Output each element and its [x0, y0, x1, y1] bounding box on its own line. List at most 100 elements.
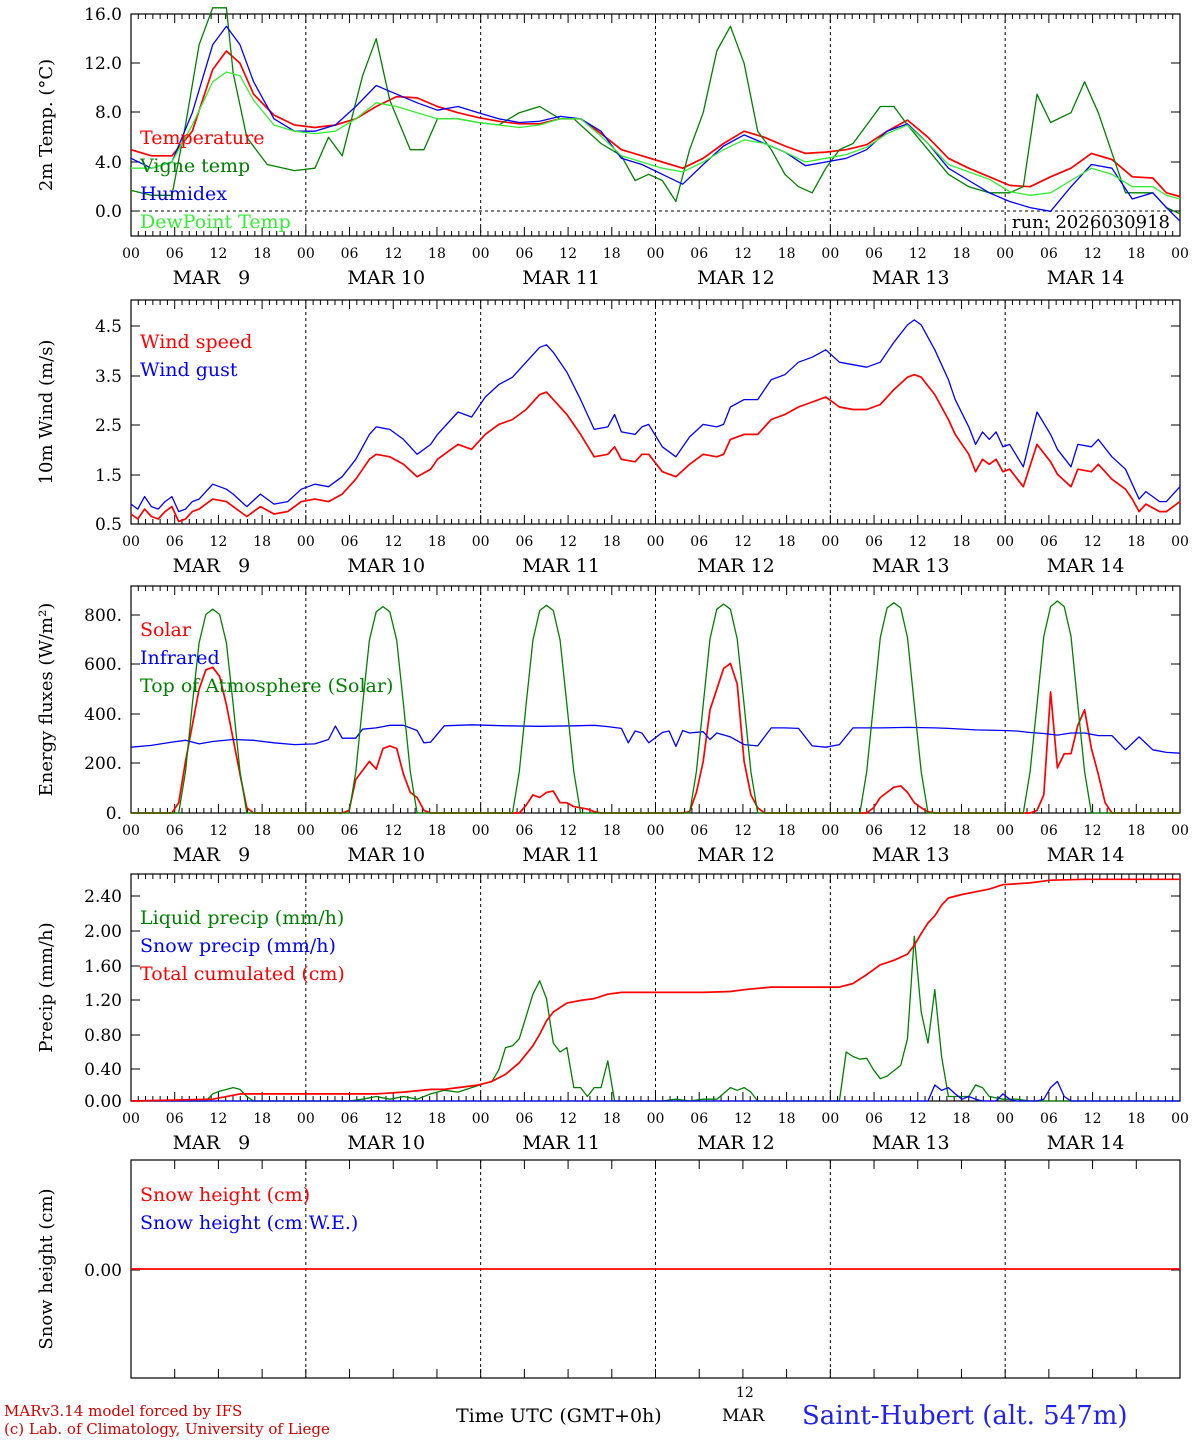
x-tick-label: 00	[647, 246, 665, 262]
x-tick-label: 06	[690, 246, 708, 262]
x-tick-label: 12	[909, 534, 927, 550]
x-tick-label: 18	[428, 823, 446, 839]
x-tick-label: 00	[647, 1111, 665, 1127]
x-tick-label: 18	[253, 823, 271, 839]
series-line-infrared	[130, 724, 1181, 754]
x-tick-label: 06	[166, 534, 184, 550]
day-label: MAR 11	[522, 1132, 600, 1154]
y-axis-title: Energy fluxes (W/m²)	[36, 603, 57, 797]
panel-3	[130, 585, 1181, 814]
x-tick-label: 00	[647, 823, 665, 839]
day-label: MAR 14	[1047, 555, 1125, 577]
panel-2	[130, 299, 1181, 525]
x-tick-label: 06	[341, 534, 359, 550]
x-tick-label: 18	[253, 1111, 271, 1127]
legend-entry: Solar	[140, 619, 192, 641]
run-label: run: 2026030918	[1012, 212, 1170, 233]
legend-entry: Infrared	[140, 647, 220, 669]
legend-entry: Vigne temp	[139, 155, 250, 177]
y-tick-label: 4.5	[95, 317, 122, 337]
x-tick-label: 18	[428, 246, 446, 262]
x-tick-label: 18	[603, 823, 621, 839]
series-line-humidex	[130, 25, 1181, 222]
x-tick-label: 06	[341, 246, 359, 262]
y-tick-label: 2.5	[95, 416, 122, 436]
x-tick-label: 12	[909, 823, 927, 839]
legend-entry: Wind gust	[140, 359, 238, 381]
series-line-top-of-atmosphere-solar	[131, 600, 1180, 814]
x-tick-label: 06	[1040, 534, 1058, 550]
x-tick-label: 18	[953, 823, 971, 839]
x-tick-label: 12	[559, 823, 577, 839]
x-tick-label: 06	[1040, 246, 1058, 262]
x-tick-label: 12	[1084, 1111, 1102, 1127]
day-label: MAR 13	[872, 267, 950, 289]
day-label: MAR 10	[347, 844, 425, 866]
x-tick-label: 18	[603, 534, 621, 550]
x-tick-label: 18	[253, 246, 271, 262]
day-label: MAR 9	[173, 844, 251, 866]
x-tick-label: 12	[210, 1111, 228, 1127]
day-label: MAR 12	[697, 555, 775, 577]
day-label: MAR 11	[522, 555, 600, 577]
day-label: MAR 14	[1047, 1132, 1125, 1154]
y-tick-label: 4.0	[95, 153, 122, 173]
x-tick-label: 00	[647, 534, 665, 550]
panel-5	[130, 1159, 1181, 1379]
day-label: MAR 14	[1047, 844, 1125, 866]
x-tick-label: 00	[297, 823, 315, 839]
y-tick-label: 3.5	[95, 367, 122, 387]
x-tick-label: 18	[1127, 1111, 1145, 1127]
day-label: MAR 11	[522, 844, 600, 866]
y-tick-label: 400.	[84, 705, 122, 725]
legend-entry: Top of Atmosphere (Solar)	[140, 675, 393, 697]
legend-entry: Snow precip (mm/h)	[140, 935, 336, 957]
x-tick-label: 06	[166, 1111, 184, 1127]
y-tick-label: 0.0	[95, 202, 122, 222]
series-line-wind-gust	[130, 319, 1181, 513]
day-label: MAR 12	[697, 267, 775, 289]
x-tick-label: 00	[1171, 1111, 1189, 1127]
x-tick-label: 18	[778, 246, 796, 262]
y-tick-label: 0.80	[84, 1026, 122, 1046]
x-tick-label: 00	[297, 534, 315, 550]
x-tick-label: 06	[1040, 823, 1058, 839]
x-tick-label: 06	[166, 823, 184, 839]
x-tick-label: 00	[821, 246, 839, 262]
x-tick-label: 00	[1171, 534, 1189, 550]
x-tick-label: 18	[428, 1111, 446, 1127]
x-tick-label: 06	[515, 534, 533, 550]
series-line-snow-precip-mm-h	[131, 1080, 1180, 1102]
day-label: MAR 10	[347, 267, 425, 289]
y-axis-title: Snow height (cm)	[36, 1188, 57, 1349]
x-tick-label: 00	[472, 246, 490, 262]
x-tick-label: 12	[559, 246, 577, 262]
day-label: MAR 13	[872, 1132, 950, 1154]
x-tick-label: 00	[122, 1111, 140, 1127]
y-tick-label: 12.0	[84, 54, 122, 74]
day-label: MAR 11	[522, 267, 600, 289]
day-label: MAR 9	[173, 1132, 251, 1154]
legend-entry: Snow height (cm W.E.)	[140, 1212, 358, 1234]
x-tick-label: 18	[428, 534, 446, 550]
station-name: Saint-Hubert (alt. 547m)	[802, 1401, 1128, 1431]
y-tick-label: 0.	[106, 804, 122, 824]
x-tick-label: 12	[1084, 246, 1102, 262]
day-label: MAR 10	[347, 555, 425, 577]
legend-entry: Temperature	[140, 127, 264, 149]
legend-entry: DewPoint Temp	[140, 211, 291, 233]
x-tick-label: 18	[1127, 246, 1145, 262]
x-tick-label: 12	[210, 823, 228, 839]
x-tick-label: 00	[821, 823, 839, 839]
panel-1	[130, 7, 1181, 237]
y-tick-label: 0.00	[84, 1261, 122, 1281]
series-line-temperature	[130, 50, 1181, 198]
y-tick-label: 8.0	[95, 103, 122, 123]
legend-entry: Humidex	[140, 183, 227, 205]
panel-4	[130, 873, 1181, 1102]
x-tick-label: 06	[865, 1111, 883, 1127]
x-tick-label: 18	[603, 246, 621, 262]
x-tick-label: 12	[909, 246, 927, 262]
x-tick-label: 00	[122, 246, 140, 262]
y-axis-title: 2m Temp. (°C)	[36, 59, 57, 191]
